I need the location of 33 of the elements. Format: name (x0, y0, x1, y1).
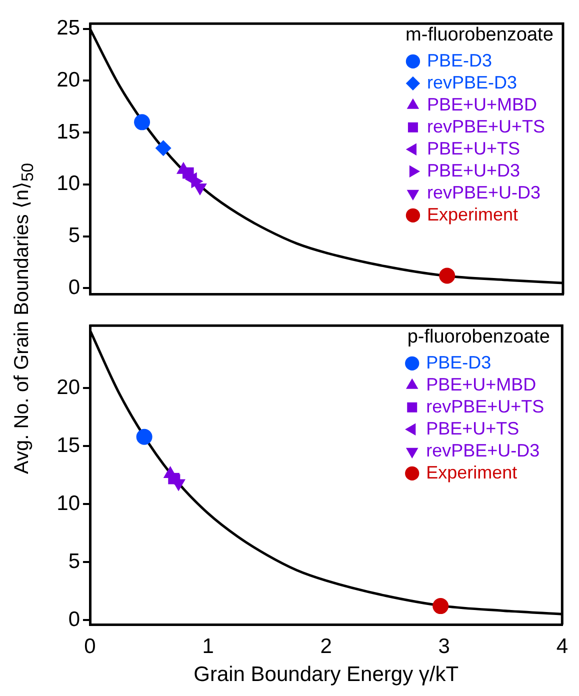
legend-label: PBE-D3 (426, 352, 492, 372)
legend-label: PBE-D3 (426, 50, 492, 70)
legend-label: PBE+U+MBD (426, 374, 536, 394)
y-tick-label: 25 (56, 16, 80, 40)
x-tick-label: 1 (202, 634, 214, 658)
legend-label: revPBE+U-D3 (426, 182, 540, 202)
y-tick-label: 0 (68, 276, 80, 299)
x-axis-title: Grain Boundary Energy γ/kT (194, 663, 459, 686)
legend-label: Experiment (426, 204, 518, 224)
y-tick-label: 10 (56, 492, 80, 515)
x-tick-label: 0 (84, 634, 96, 658)
y-tick-label: 15 (56, 120, 80, 144)
y-tick-label: 15 (56, 434, 80, 457)
y-tick-label: 10 (56, 172, 80, 196)
legend-label: revPBE+U+TS (426, 116, 545, 136)
legend-label: Experiment (426, 462, 518, 482)
legend-label: PBE+U+MBD (426, 94, 537, 114)
legend-label: PBE+U+D3 (426, 160, 520, 180)
legend-title: p-fluorobenzoate (407, 326, 550, 348)
y-tick-label: 5 (68, 224, 80, 248)
legend-label: revPBE+U+TS (426, 396, 544, 416)
x-tick-label: 4 (556, 634, 568, 658)
y-tick-label: 0 (68, 608, 80, 631)
x-tick-label: 2 (320, 634, 332, 658)
legend-label: revPBE+U-D3 (426, 440, 540, 460)
y-tick-label: 20 (56, 376, 80, 399)
legend-label: PBE+U+TS (426, 418, 520, 438)
legend-label: PBE+U+TS (426, 138, 520, 158)
y-tick-label: 20 (56, 68, 80, 92)
x-tick-label: 3 (438, 634, 450, 658)
legend-title: m-fluorobenzoate (406, 24, 554, 46)
legend-label: revPBE-D3 (426, 72, 517, 92)
y-tick-label: 5 (68, 550, 80, 573)
